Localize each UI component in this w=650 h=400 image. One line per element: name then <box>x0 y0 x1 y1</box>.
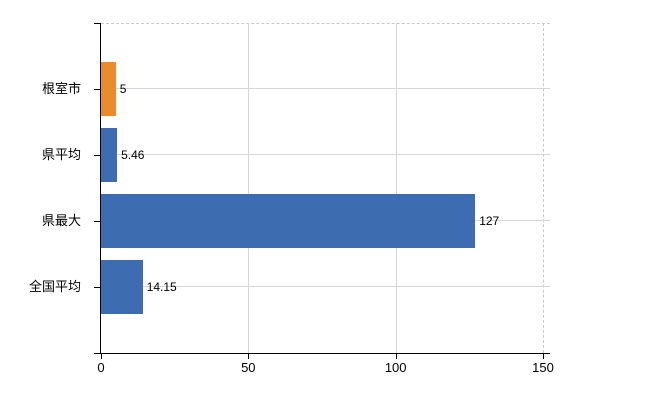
category-label: 県最大 <box>41 213 81 228</box>
bar <box>101 194 476 248</box>
category-label: 県平均 <box>41 147 81 162</box>
x-tick-label: 50 <box>241 360 256 375</box>
y-axis-tick <box>94 221 101 222</box>
bar <box>101 260 143 314</box>
bar <box>101 128 118 182</box>
category-label: 根室市 <box>41 81 81 96</box>
category-label: 全国平均 <box>28 279 81 294</box>
y-axis-line <box>100 23 101 353</box>
bar-value-label: 14.15 <box>146 280 177 294</box>
y-axis-tick <box>94 89 101 90</box>
x-axis-tick <box>543 353 544 359</box>
x-axis-tick <box>101 353 102 359</box>
y-axis-tick <box>94 353 101 354</box>
plot-area: 5 5.46 127 14.15 <box>101 23 550 353</box>
x-tick-label: 100 <box>384 360 407 375</box>
gridline-vertical <box>248 23 250 353</box>
bar-value-label: 5.46 <box>121 148 145 162</box>
gridline-horizontal <box>101 154 550 155</box>
x-tick-label: 150 <box>532 360 554 375</box>
bar-value-label: 127 <box>479 214 500 228</box>
gridline-horizontal <box>101 286 550 287</box>
plot-top-border <box>101 23 550 24</box>
x-axis-tick <box>248 353 250 359</box>
gridline-horizontal <box>101 88 550 89</box>
x-tick-label: 0 <box>97 360 105 375</box>
x-axis-tick <box>395 353 397 359</box>
plot-right-border <box>543 23 544 353</box>
bar-value-label: 5 <box>119 82 127 96</box>
y-axis-tick <box>94 23 101 24</box>
gridline-vertical <box>395 23 397 353</box>
bar <box>101 62 116 116</box>
y-axis-tick <box>94 287 101 288</box>
x-axis-line <box>94 353 550 354</box>
y-axis-tick <box>94 155 101 156</box>
